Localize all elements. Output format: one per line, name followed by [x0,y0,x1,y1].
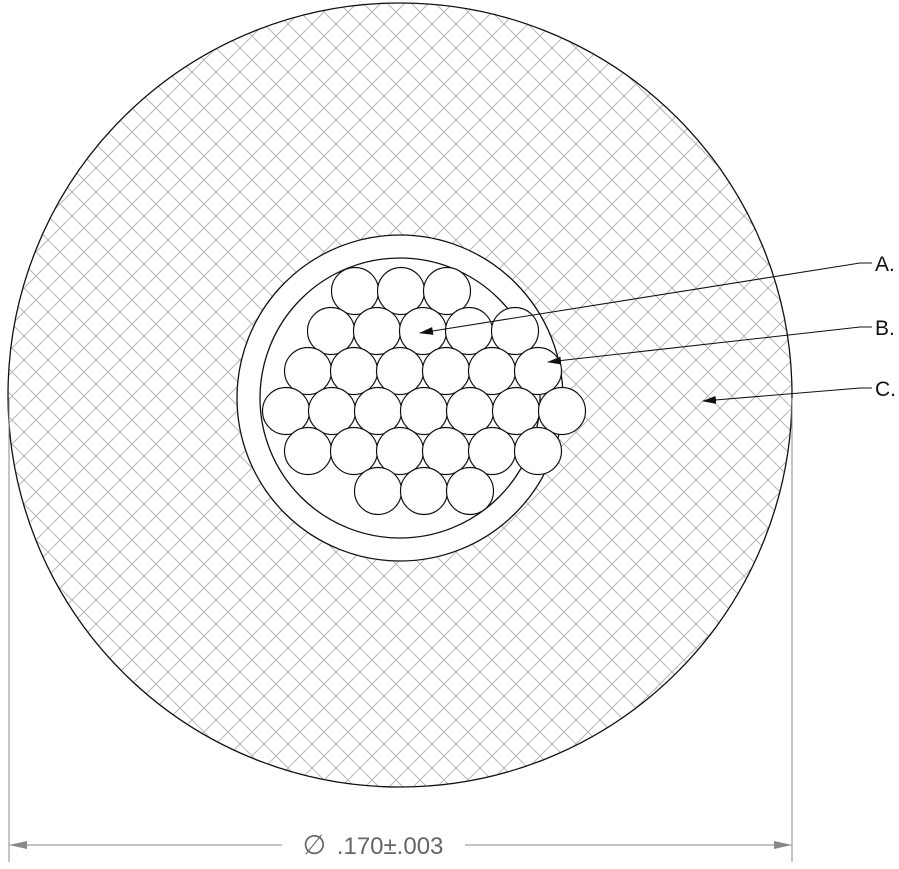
conductor-strand [491,386,541,436]
conductor-strand [353,386,403,436]
conductor-strand [490,306,540,356]
conductor-strand [330,266,380,316]
callout-label-b: B. [875,317,895,340]
conductor-strand [306,306,356,356]
callout-label-c: C. [875,378,896,401]
conductor-strand [352,306,402,356]
conductor-strand [444,306,494,356]
callout-label-a: A. [875,253,895,276]
conductor-strand [398,306,448,356]
diameter-symbol: ∅ [303,830,327,860]
conductor-strand [513,426,563,476]
conductor-strand [513,346,563,396]
diameter-value: .170±.003 [337,833,444,860]
conductor-strand [422,266,472,316]
conductor-strand [537,386,587,436]
conductor-strand [283,346,333,396]
conductor-strand [307,386,357,436]
leader-line-b [547,326,872,365]
conductor-strand [399,466,449,516]
diameter-dimension: ∅ .170±.003 [303,830,444,860]
leader-line-a [419,262,872,335]
conductor-strand [445,466,495,516]
leader-lines [419,262,872,404]
conductor-strand [353,466,403,516]
conductor-strand [467,426,517,476]
leader-line-c [702,387,872,404]
conductor-strand [329,346,379,396]
dimension-lines [8,398,793,862]
conductor-strand [421,426,471,476]
conductor-strand [376,266,426,316]
conductor-strand [421,346,471,396]
conductor-strand [467,346,517,396]
conductor-strand [445,386,495,436]
conductor-strand [375,346,425,396]
conductor-strand [399,386,449,436]
conductor-strand [261,386,311,436]
conductor-strand [375,426,425,476]
conductor-strand [329,426,379,476]
conductor-strand [283,426,333,476]
